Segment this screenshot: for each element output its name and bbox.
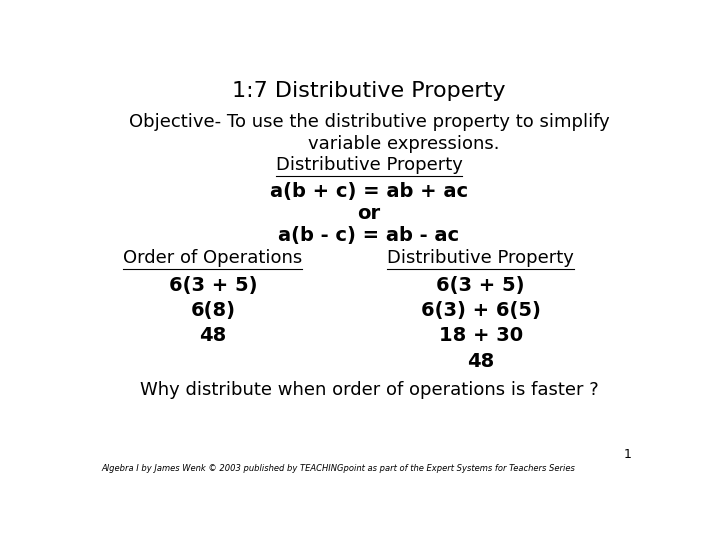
Text: Algebra I by James Wenk © 2003 published by TEACHINGpoint as part of the Expert : Algebra I by James Wenk © 2003 published… [101, 464, 575, 473]
Text: 6(3) + 6(5): 6(3) + 6(5) [420, 301, 541, 320]
Text: a(b + c) = ab + ac: a(b + c) = ab + ac [270, 182, 468, 201]
Text: Order of Operations: Order of Operations [123, 248, 302, 267]
Text: 6(3 + 5): 6(3 + 5) [436, 275, 525, 295]
Text: 6(3 + 5): 6(3 + 5) [168, 275, 257, 295]
Text: a(b - c) = ab - ac: a(b - c) = ab - ac [279, 226, 459, 245]
Text: or: or [357, 204, 381, 223]
Text: Why distribute when order of operations is faster ?: Why distribute when order of operations … [140, 381, 598, 399]
Text: 6(8): 6(8) [190, 301, 235, 320]
Text: 1: 1 [624, 448, 631, 461]
Text: 48: 48 [199, 326, 226, 345]
Text: 48: 48 [467, 352, 494, 370]
Text: Distributive Property: Distributive Property [387, 248, 574, 267]
Text: 1:7 Distributive Property: 1:7 Distributive Property [233, 82, 505, 102]
Text: Distributive Property: Distributive Property [276, 156, 462, 174]
Text: 18 + 30: 18 + 30 [438, 326, 523, 345]
Text: Objective- To use the distributive property to simplify
            variable exp: Objective- To use the distributive prope… [129, 113, 609, 153]
